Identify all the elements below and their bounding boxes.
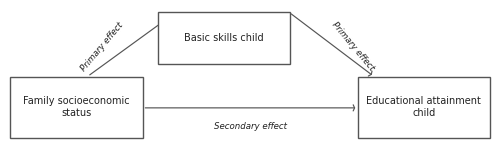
Text: Family socioeconomic
status: Family socioeconomic status <box>23 96 130 118</box>
Text: Primary effect: Primary effect <box>80 21 126 73</box>
Text: Educational attainment
child: Educational attainment child <box>366 96 481 118</box>
Text: Basic skills child: Basic skills child <box>184 33 264 43</box>
FancyBboxPatch shape <box>158 12 290 64</box>
Text: Primary effect: Primary effect <box>330 21 376 73</box>
FancyBboxPatch shape <box>10 76 142 138</box>
Text: Secondary effect: Secondary effect <box>214 122 286 131</box>
FancyBboxPatch shape <box>358 76 490 138</box>
